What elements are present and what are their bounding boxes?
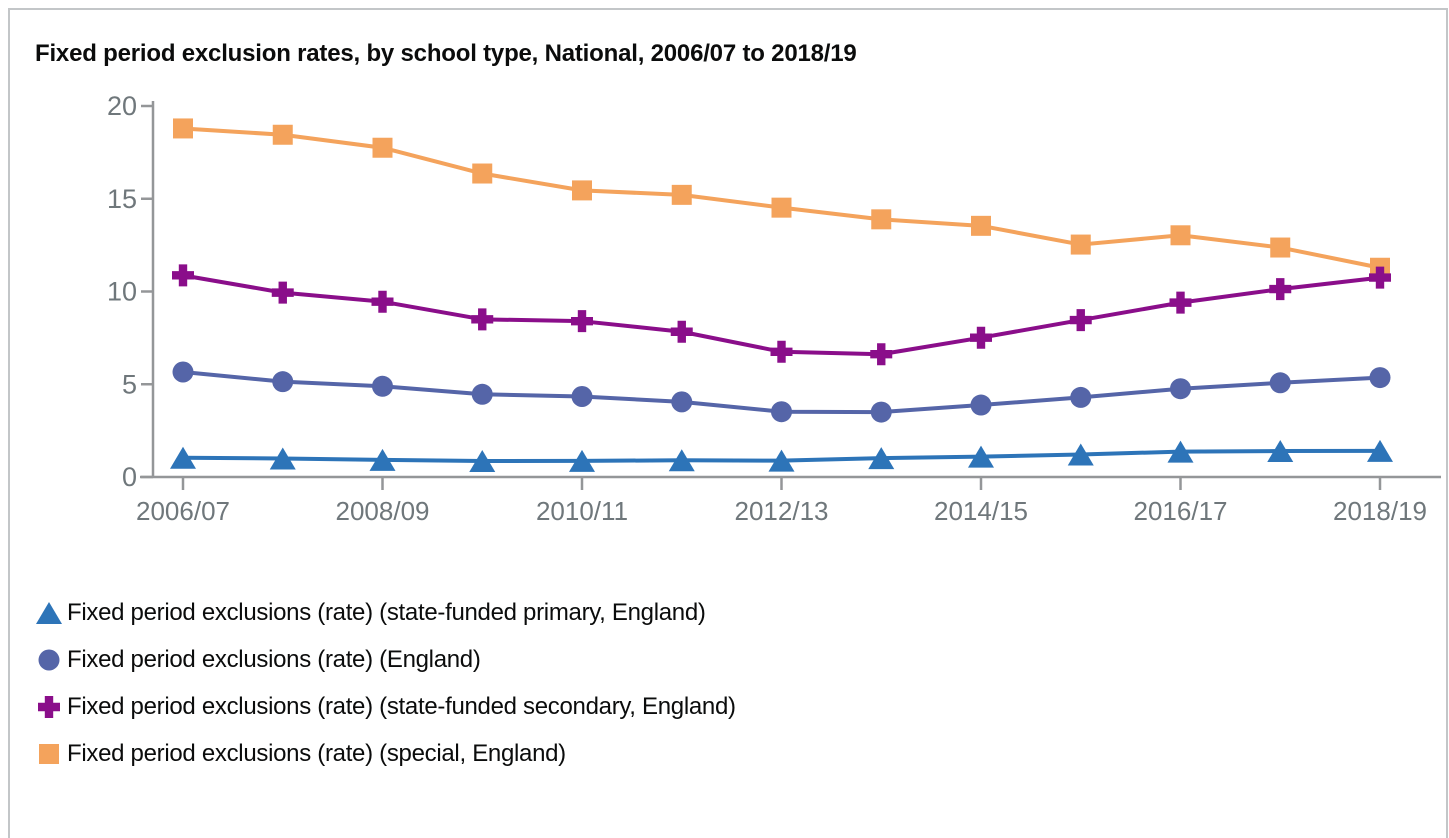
svg-text:2012/13: 2012/13 — [735, 496, 829, 526]
legend-item-england: Fixed period exclusions (rate) (England) — [34, 643, 736, 676]
legend-label: Fixed period exclusions (rate) (state-fu… — [67, 692, 736, 720]
legend-item-state-funded-primary: Fixed period exclusions (rate) (state-fu… — [34, 596, 736, 629]
svg-text:5: 5 — [122, 369, 137, 399]
svg-text:10: 10 — [107, 277, 137, 307]
chart-card-frame — [8, 8, 1448, 838]
svg-text:2014/15: 2014/15 — [934, 496, 1028, 526]
legend-item-state-funded-secondary: Fixed period exclusions (rate) (state-fu… — [34, 690, 736, 723]
legend-label: Fixed period exclusions (rate) (England) — [67, 645, 481, 673]
square-icon — [39, 743, 59, 764]
svg-text:2010/11: 2010/11 — [536, 496, 628, 526]
triangle-icon — [36, 601, 62, 624]
svg-text:15: 15 — [107, 184, 137, 214]
svg-text:20: 20 — [107, 91, 137, 121]
svg-text:2006/07: 2006/07 — [136, 496, 230, 526]
svg-text:2016/17: 2016/17 — [1134, 496, 1228, 526]
legend-item-special: Fixed period exclusions (rate) (special,… — [34, 737, 736, 770]
svg-text:2018/19: 2018/19 — [1333, 496, 1427, 526]
chart-title: Fixed period exclusion rates, by school … — [35, 40, 857, 67]
cross-icon — [38, 695, 60, 718]
circle-icon — [38, 649, 60, 670]
legend-label: Fixed period exclusions (rate) (special,… — [67, 739, 566, 767]
svg-text:0: 0 — [122, 462, 137, 492]
line-chart: 0 5 10 15 20 2006/07 2008/09 2010/11 2012/13 2014… — [107, 91, 1441, 526]
svg-text:2008/09: 2008/09 — [336, 496, 430, 526]
legend-label: Fixed period exclusions (rate) (state-fu… — [67, 598, 706, 626]
chart-legend: Fixed period exclusions (rate) (state-fu… — [34, 596, 736, 784]
